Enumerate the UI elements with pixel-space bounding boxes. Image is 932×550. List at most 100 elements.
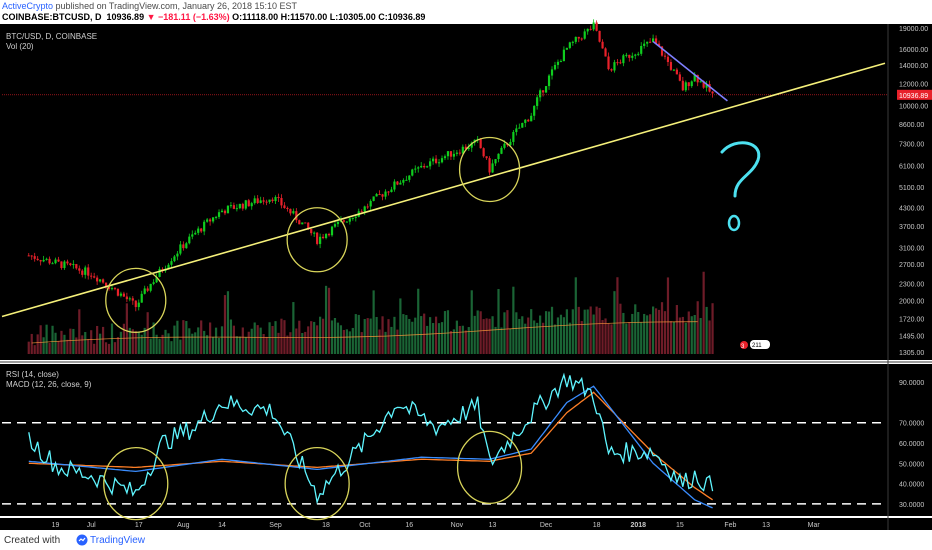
symbol-label: COINBASE:BTCUSD, D [2, 12, 102, 22]
candle-body [321, 236, 325, 239]
volume-bar [137, 331, 140, 354]
volume-bar [687, 311, 690, 354]
volume-bar [643, 313, 646, 354]
price-tick-label: 10000.00 [899, 104, 928, 111]
volume-bar [289, 332, 292, 354]
candle-body [598, 30, 601, 42]
candle-body [185, 243, 188, 249]
indicator-tick-label: 70.0000 [899, 421, 924, 428]
volume-bar [146, 312, 149, 354]
volume-bar [96, 325, 99, 354]
price-pane [0, 24, 932, 360]
volume-bar [565, 309, 568, 354]
candle-body [36, 258, 39, 261]
indicator-circle [456, 430, 523, 505]
candle-body [592, 22, 595, 30]
candle-body [211, 217, 215, 222]
volume-bar [461, 325, 464, 354]
volume-bar [604, 318, 607, 354]
volume-bar [547, 311, 551, 354]
candle-body [101, 279, 105, 283]
volume-bar [550, 306, 554, 354]
volume-label: Vol (20) [6, 42, 34, 51]
volume-bar [455, 320, 458, 354]
candle-body [696, 74, 699, 83]
last-price-badge [897, 89, 932, 100]
last-price-badge-label: 10936.89 [899, 93, 928, 100]
time-tick-label: Sep [269, 522, 282, 529]
candle-body [84, 267, 87, 275]
candle-body [628, 54, 631, 58]
candle-body [580, 38, 583, 40]
ohlc-line: COINBASE:BTCUSD, D 10936.89 ▼ −181.11 (−… [2, 12, 425, 22]
candle-body [203, 221, 206, 232]
candle-body [125, 296, 128, 300]
candle-body [131, 298, 134, 301]
volume-bar [476, 310, 479, 354]
candle-body [384, 191, 387, 197]
published-text: published on TradingView.com, January 26… [55, 1, 298, 11]
price-tick-label: 2000.00 [899, 298, 924, 305]
candle-body [405, 179, 408, 181]
resistance-trendline [652, 40, 728, 102]
volume-bar [107, 343, 111, 354]
candle-body [268, 199, 271, 202]
volume-bar [226, 291, 230, 354]
indicator-tick-label: 40.0000 [899, 482, 924, 489]
volume-bar [657, 309, 661, 354]
candle-body [99, 279, 102, 282]
tradingview-brand[interactable]: TradingView [90, 535, 146, 546]
candle-body [316, 232, 319, 244]
time-tick-label: Oct [359, 522, 370, 529]
candle-body [119, 293, 123, 296]
author-name[interactable]: ActiveCrypto [2, 1, 54, 11]
volume-bar [580, 321, 583, 354]
candle-body [259, 200, 262, 203]
candle-body [167, 264, 170, 269]
volume-bar [211, 336, 215, 354]
candle-body [646, 41, 649, 44]
candle-body [539, 90, 542, 98]
candle-body [206, 219, 209, 222]
volume-bar [372, 290, 375, 354]
time-axis-pane [0, 518, 932, 530]
volume-bar [87, 339, 90, 354]
time-tick-label: Aug [177, 522, 190, 529]
candle-body [524, 119, 527, 123]
question-mark-dot [727, 214, 741, 232]
candle-body [250, 203, 253, 207]
candle-body [292, 211, 295, 214]
volume-badge-value: 211 [752, 343, 762, 349]
volume-bar [458, 325, 461, 354]
volume-bar [402, 314, 405, 354]
candle-body [690, 81, 693, 87]
volume-bar [384, 331, 387, 354]
candle-body [455, 152, 458, 154]
candle-body [547, 75, 551, 87]
volume-bar [131, 329, 134, 354]
candle-body [631, 55, 634, 58]
volume-bar [63, 334, 66, 354]
time-tick-label: 19 [52, 522, 60, 529]
candle-body [107, 286, 111, 289]
volume-bar [93, 343, 96, 354]
volume-bar [72, 328, 75, 354]
candle-body [381, 194, 384, 197]
volume-bar [446, 310, 450, 354]
volume-bar [440, 322, 444, 354]
candle-body [583, 31, 586, 39]
volume-bar [622, 312, 625, 354]
candle-body [530, 115, 533, 122]
volume-bar [191, 333, 194, 354]
volume-bar [527, 317, 530, 354]
volume-bar [247, 331, 250, 354]
candle-body [446, 151, 450, 157]
volume-bar [134, 330, 137, 354]
time-tick-label: Dec [540, 522, 553, 529]
candle-body [434, 158, 438, 163]
candle-body [541, 90, 545, 93]
volume-bar [316, 325, 319, 354]
volume-bar [60, 330, 63, 354]
volume-bar [675, 305, 678, 354]
